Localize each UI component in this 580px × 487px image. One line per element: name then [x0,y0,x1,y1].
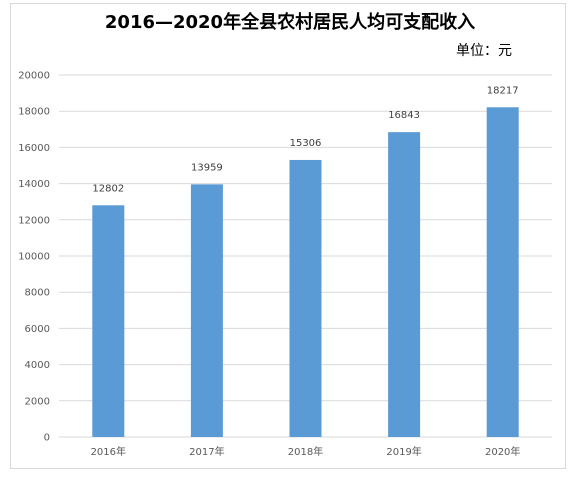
chart-title: 2016—2020年全县农村居民人均可支配收入 [104,12,476,33]
x-tick-label: 2020年 [485,445,520,458]
y-tick-label: 18000 [18,107,50,118]
unit-label: 单位：元 [456,43,512,59]
y-tick-label: 12000 [18,215,50,226]
y-tick-label: 16000 [18,143,50,154]
bar [92,205,125,437]
y-tick-label: 20000 [18,71,50,82]
x-tick-label: 2019年 [386,445,421,458]
y-tick-label: 10000 [18,252,50,263]
y-tick-label: 6000 [25,324,50,335]
data-label: 12802 [92,183,124,194]
y-tick-label: 2000 [25,396,50,407]
x-tick-label: 2018年 [288,445,323,458]
data-label: 13959 [191,162,223,173]
x-tick-label: 2017年 [189,445,224,458]
data-label: 15306 [290,138,322,149]
y-tick-label: 4000 [25,360,50,371]
data-label: 18217 [487,85,519,96]
bar [486,107,519,437]
bar [388,132,421,437]
bar [190,184,223,437]
y-tick-label: 14000 [18,179,50,190]
x-tick-label: 2016年 [91,445,126,458]
data-label: 16843 [388,110,420,121]
bar [289,159,322,437]
y-tick-label: 0 [44,433,50,444]
y-tick-label: 8000 [25,288,50,299]
